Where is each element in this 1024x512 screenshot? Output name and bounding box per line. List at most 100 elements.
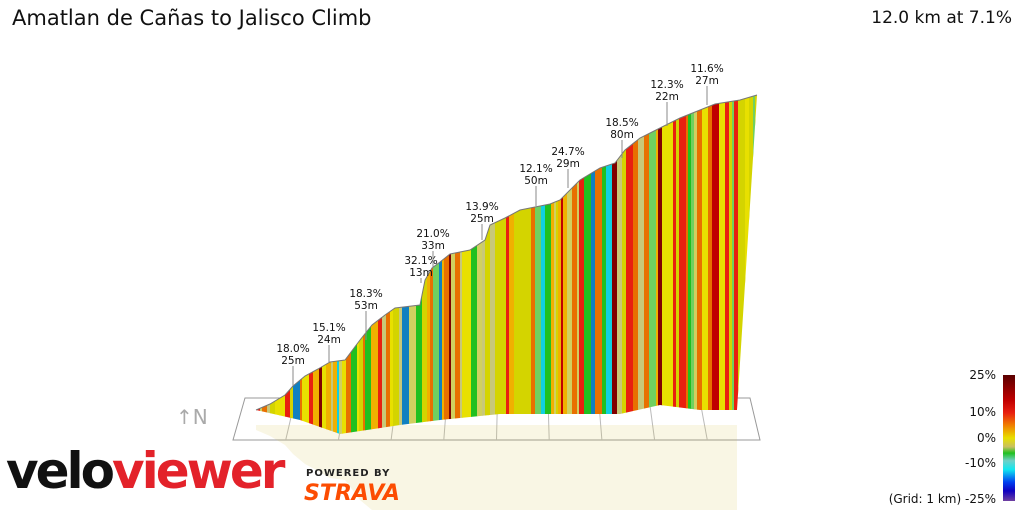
- grade-stripe: [256, 95, 257, 434]
- annotation-grade: 18.3%: [349, 288, 382, 300]
- profile-outline: [255, 94, 758, 411]
- grade-stripe: [442, 95, 445, 434]
- annotation-grade: 21.0%: [416, 228, 449, 240]
- grade-stripe: [359, 95, 364, 434]
- grade-stripe: [451, 95, 456, 434]
- grade-color-scale: [1003, 375, 1015, 501]
- grade-stripe: [351, 95, 358, 434]
- steep-section-annotation: 12.3%22m: [650, 79, 684, 126]
- grade-stripe: [279, 95, 286, 434]
- grade-stripe: [602, 95, 607, 434]
- grade-stripe: [676, 95, 680, 434]
- logo-velo: velo: [6, 442, 115, 500]
- steep-section-annotation: 18.3%53m: [349, 288, 383, 340]
- annotation-length: 29m: [556, 158, 580, 170]
- grade-stripe: [721, 95, 726, 434]
- grade-stripe: [617, 95, 623, 434]
- grade-stripe: [719, 95, 722, 434]
- logo-viewer: viewer: [112, 442, 285, 500]
- grade-stripe: [531, 95, 536, 434]
- grade-stripe: [702, 95, 709, 434]
- grade-stripe: [644, 95, 650, 434]
- annotation-length: 50m: [524, 175, 548, 187]
- grade-stripe: [755, 95, 757, 434]
- annotation-grade: 12.1%: [519, 163, 552, 175]
- grade-stripe: [567, 95, 573, 434]
- legend-grid-label: (Grid: 1 km) -25%: [888, 492, 996, 506]
- grade-stripe: [649, 95, 657, 434]
- grade-stripe: [382, 95, 387, 434]
- grade-stripe: [319, 95, 323, 434]
- steep-section-annotation: 18.5%80m: [605, 117, 639, 158]
- annotation-grade: 18.5%: [605, 117, 638, 129]
- grade-stripe: [558, 95, 562, 434]
- grade-stripe: [485, 95, 489, 434]
- grade-stripe: [390, 95, 394, 434]
- annotation-length: 80m: [610, 129, 634, 141]
- grade-stripe: [658, 95, 663, 434]
- grade-stripe: [673, 95, 677, 434]
- grade-stripe: [439, 95, 443, 434]
- grade-stripe: [309, 95, 314, 434]
- grade-stripe: [561, 95, 564, 434]
- grade-stripe: [563, 95, 568, 434]
- grade-stripe: [514, 95, 521, 434]
- legend-tick-10: 10%: [969, 405, 996, 419]
- annotation-length: 25m: [470, 213, 494, 225]
- annotation-grade: 18.0%: [276, 343, 309, 355]
- annotation-grade: 24.7%: [551, 146, 584, 158]
- grade-stripe: [502, 95, 507, 434]
- legend-tick-25: 25%: [969, 368, 996, 382]
- grade-stripe: [346, 95, 352, 434]
- grade-stripe: [455, 95, 461, 434]
- grade-stripe: [732, 95, 735, 434]
- grade-stripe: [745, 95, 750, 434]
- grade-stripe: [572, 95, 578, 434]
- grade-stripe: [471, 95, 478, 434]
- annotation-length: 13m: [409, 267, 433, 279]
- grade-stripe: [399, 95, 403, 434]
- steep-section-annotation: 18.0%25m: [276, 343, 310, 386]
- grade-stripe: [290, 95, 294, 434]
- grade-stripe: [612, 95, 618, 434]
- grade-stripe: [753, 95, 756, 434]
- north-compass-icon: ↑N: [176, 405, 208, 429]
- grade-stripe: [527, 95, 532, 434]
- grade-stripe: [679, 95, 687, 434]
- grade-stripe: [591, 95, 596, 434]
- grade-stripe: [545, 95, 552, 434]
- annotation-length: 25m: [281, 355, 305, 367]
- profile-reflection: [256, 425, 757, 510]
- grade-stripe: [729, 95, 733, 434]
- annotation-grade: 15.1%: [312, 322, 345, 334]
- grade-stripe: [293, 95, 301, 434]
- grade-stripe: [313, 95, 320, 434]
- grade-stripe: [460, 95, 463, 434]
- grade-stripe: [270, 95, 276, 434]
- grade-stripe: [738, 95, 746, 434]
- grade-stripe: [509, 95, 512, 434]
- grade-stripe: [371, 95, 379, 434]
- steep-section-annotation: 32.1%13m: [404, 255, 438, 283]
- grade-stripe: [256, 95, 261, 434]
- grade-stripe: [267, 95, 271, 434]
- annotation-grade: 13.9%: [465, 201, 498, 213]
- annotation-length: 22m: [655, 91, 679, 103]
- grade-stripe: [584, 95, 592, 434]
- grade-stripe: [462, 95, 470, 434]
- strava-logo[interactable]: STRAVA: [304, 481, 400, 506]
- steep-section-annotation: 15.1%24m: [312, 322, 346, 362]
- grade-stripe: [520, 95, 523, 434]
- annotation-length: 24m: [317, 334, 341, 346]
- grade-stripe: [688, 95, 692, 434]
- grade-stripe: [734, 95, 739, 434]
- grade-stripe: [444, 95, 450, 434]
- grade-stripe: [495, 95, 503, 434]
- steep-section-annotation: 13.9%25m: [465, 201, 499, 240]
- grade-stripe: [725, 95, 730, 434]
- grade-stripe: [606, 95, 613, 434]
- veloviewer-logo[interactable]: veloviewer: [6, 446, 285, 496]
- grade-stripe: [506, 95, 510, 434]
- annotation-grade: 32.1%: [404, 255, 437, 267]
- grade-stripe: [365, 95, 372, 434]
